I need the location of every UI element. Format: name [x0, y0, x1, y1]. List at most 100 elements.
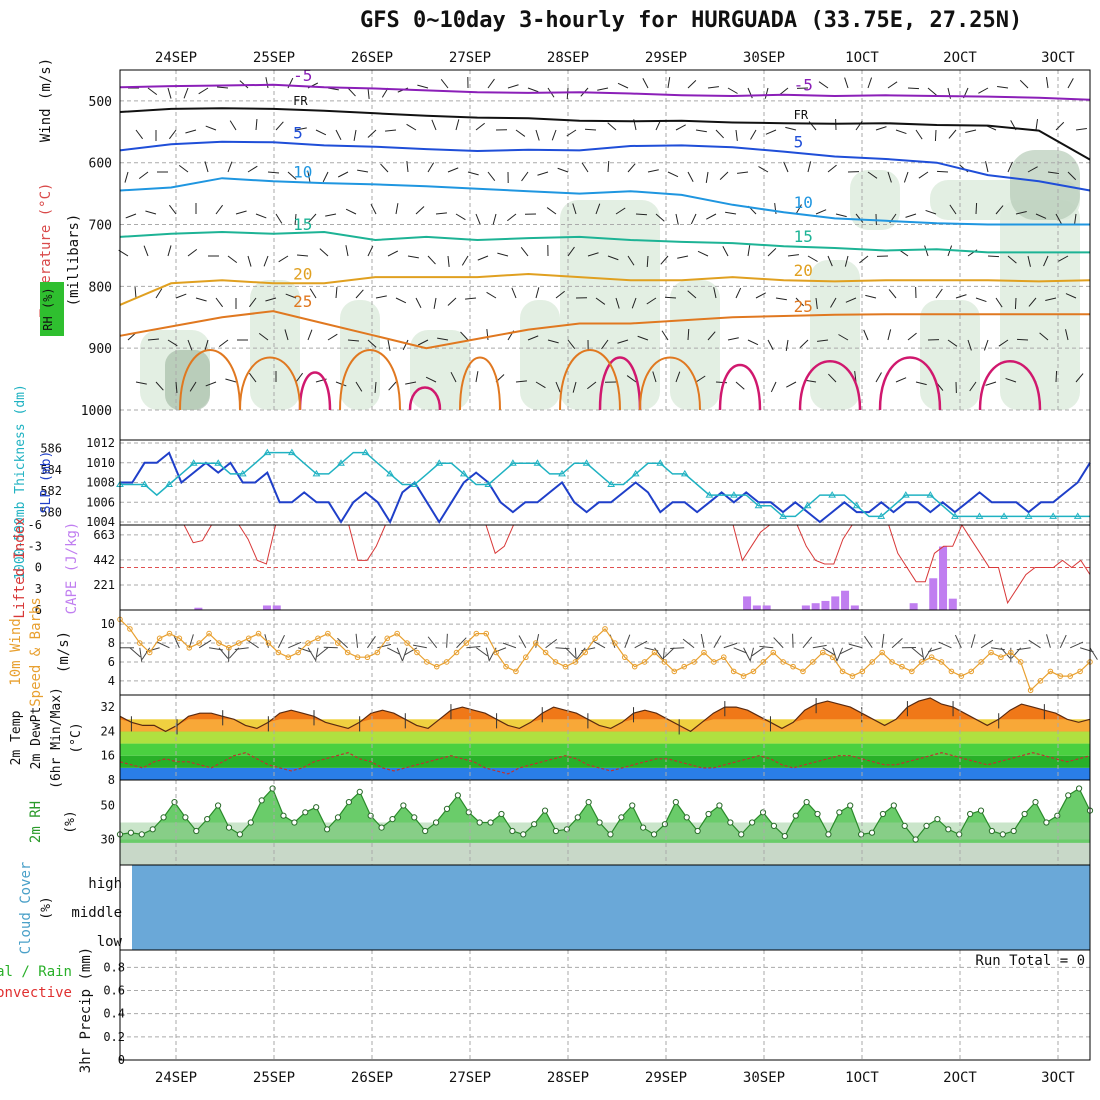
rh-legend-box [40, 282, 64, 336]
wind10-barb [315, 647, 319, 662]
rh-marker [738, 831, 745, 838]
isotherm-30-contour [298, 371, 332, 411]
wind-barb [187, 339, 193, 351]
wind-barb [774, 203, 777, 215]
rh-marker [291, 819, 298, 826]
rh-shade [340, 300, 380, 410]
temp-band [120, 743, 1090, 756]
wind10-barb [377, 643, 392, 649]
wind-barb [835, 213, 847, 218]
thickness-marker [312, 469, 321, 477]
y-label-cloud-units: (%) [39, 896, 54, 919]
wind-speed-marker [325, 630, 331, 637]
wind-barb [867, 77, 873, 89]
wind-barb [713, 287, 717, 299]
wind-barb [263, 255, 269, 267]
wind-barb [631, 297, 637, 309]
x-label-bottom: 24SEP [155, 1070, 197, 1086]
rh-marker [1076, 785, 1083, 792]
wind10-barb [891, 638, 903, 649]
wind-barb [1015, 211, 1027, 215]
wind-barb [417, 84, 429, 89]
wind10-barb [218, 647, 229, 659]
rh-marker [640, 824, 647, 831]
cloud-level-label: high [88, 876, 122, 892]
rh-marker [563, 826, 570, 833]
wind-speed-marker [740, 673, 747, 679]
wind10-barb [129, 647, 141, 658]
thickness-marker [361, 448, 370, 456]
wind10-barb [954, 634, 962, 648]
rh-marker [814, 810, 821, 818]
y-label-10m-wind: 10m Wind [8, 618, 24, 685]
wind-barb [319, 248, 329, 257]
wind-speed-marker [344, 649, 351, 656]
wind-barb [167, 339, 178, 347]
y-label-cape: CAPE (J/kg) [64, 522, 80, 615]
y-label-wind-units: (m/s) [56, 631, 72, 673]
wind-barb [566, 87, 569, 100]
wind-barb [948, 129, 957, 139]
wind10-barb [446, 633, 448, 648]
rh-marker [160, 814, 167, 821]
wind-speed-marker [839, 668, 846, 675]
y-label-rh-units: (%) [63, 810, 78, 833]
wind-barb [395, 203, 399, 215]
wind10-barb [1016, 647, 1031, 651]
isotherm-label: 15 [293, 215, 312, 234]
rh-marker [302, 809, 309, 816]
wind-barb [492, 213, 497, 225]
wind-barb [296, 254, 309, 257]
wind-speed-marker [612, 640, 618, 646]
wind-barb [967, 339, 972, 351]
wind-barb [697, 250, 709, 257]
wind-barb [247, 255, 252, 267]
wind-speed-marker [552, 659, 559, 665]
wind-barb [521, 171, 529, 182]
wind10-barb [713, 635, 722, 649]
wind-barb [535, 381, 546, 389]
wind10-barb [1046, 634, 1051, 648]
wind-barb [387, 339, 391, 351]
y-tick-temp: 8 [108, 773, 115, 787]
wind-barb [285, 293, 297, 299]
rh-marker [520, 831, 527, 838]
wind10-barb [759, 645, 774, 649]
wind-barb [227, 255, 238, 264]
wind-barb [345, 208, 357, 215]
wind-speed-marker [404, 640, 410, 646]
wind-barb [255, 213, 267, 219]
rh-marker [825, 831, 832, 838]
isotherm-label: FR [293, 94, 308, 108]
wind-barb [607, 160, 610, 173]
rh-marker [182, 814, 189, 821]
y-tick-pressure: 900 [89, 342, 112, 357]
thickness-marker [288, 448, 296, 456]
isotherm-label: 5 [794, 133, 804, 152]
wind-speed-marker [483, 630, 490, 637]
x-label-top: 30SEP [743, 50, 785, 66]
wind-speed-marker [810, 659, 816, 665]
rh-marker [629, 802, 636, 809]
wind-barb [294, 213, 297, 226]
x-label-bottom: 30SEP [743, 1070, 785, 1086]
wind-barb [322, 171, 329, 183]
cloud-level-label: low [97, 934, 123, 950]
wind-barb [903, 171, 909, 183]
rh-base-band [120, 839, 1090, 865]
wind-barb [167, 87, 172, 99]
thickness-marker [730, 491, 738, 498]
wind-barb [427, 162, 435, 173]
y-label-minmax: (6hr Min/Max) [49, 687, 64, 789]
y-tick-pressure: 800 [89, 280, 112, 295]
rh-shade-dark [165, 350, 210, 410]
wind-barb [1039, 332, 1049, 341]
wind-barb [460, 331, 469, 341]
x-label-top: 2OCT [943, 50, 977, 66]
x-label-bottom: 27SEP [449, 1070, 491, 1086]
rh-marker [345, 799, 352, 806]
wind-speed-marker [790, 663, 796, 670]
wind10-barb [277, 634, 285, 648]
y-tick-li: -6 [28, 518, 42, 532]
wind-speed-marker [691, 659, 697, 665]
